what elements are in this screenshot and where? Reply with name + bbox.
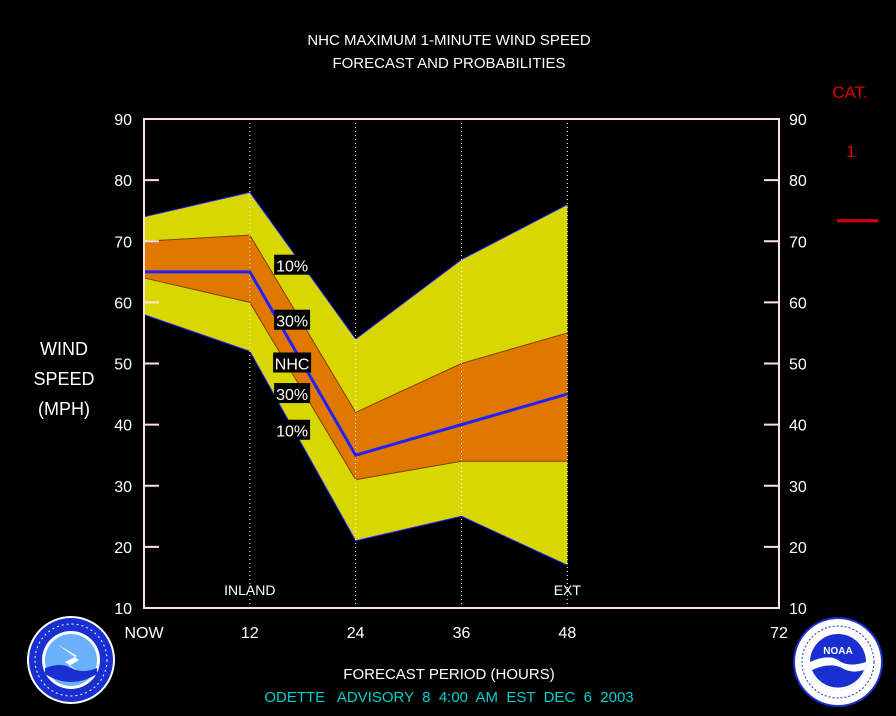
y-tick-label-right-20: 20 — [789, 540, 807, 557]
category-value: 1 — [846, 142, 855, 161]
nhc-forecast-line — [144, 270, 568, 457]
y-tick-label-right-50: 50 — [789, 357, 807, 374]
y-axis-right-ticks: 10 20 30 40 50 60 70 80 90 — [764, 112, 807, 618]
band-label-bg-4 — [274, 419, 311, 440]
x-tick-label-12: 12 — [241, 625, 259, 642]
category-title: CAT. — [832, 83, 868, 102]
probability-bands — [143, 191, 568, 566]
y-tick-label-right-80: 80 — [789, 173, 807, 190]
x-axis-label: FORECAST PERIOD (HOURS) — [343, 666, 554, 683]
nhc-series-line — [144, 270, 568, 457]
vertical-markers: INLAND EXT — [224, 119, 581, 608]
y-tick-label-left-20: 20 — [114, 540, 132, 557]
band-label-0: 10% — [276, 259, 308, 276]
band-label-bg-3 — [274, 383, 311, 404]
y-axis-label: WIND SPEED (MPH) — [33, 339, 94, 419]
marker-label-inland: INLAND — [224, 582, 275, 598]
noaa-logo-text: NOAA — [823, 646, 852, 657]
x-tick-label-72: 72 — [770, 625, 788, 642]
x-tick-label-48: 48 — [558, 625, 576, 642]
noaa-logo: NOAA — [793, 617, 883, 707]
band-label-2: NHC — [275, 357, 310, 374]
y-tick-label-left-40: 40 — [114, 418, 132, 435]
y-axis-label-line-1: WIND — [40, 339, 88, 359]
x-tick-label-24: 24 — [347, 625, 365, 642]
y-tick-label-right-10: 10 — [789, 601, 807, 618]
y-tick-label-right-40: 40 — [789, 418, 807, 435]
band-label-bg-1 — [274, 309, 311, 330]
series-line-30-upper — [143, 234, 568, 414]
band-label-4: 10% — [276, 424, 308, 441]
chart-title: NHC MAXIMUM 1-MINUTE WIND SPEED — [307, 32, 591, 49]
x-tick-label-now: NOW — [124, 625, 164, 642]
y-tick-label-left-90: 90 — [114, 112, 132, 129]
band-label-3: 30% — [276, 387, 308, 404]
marker-label-ext: EXT — [554, 582, 582, 598]
y-tick-label-left-70: 70 — [114, 234, 132, 251]
band-label-bg-2 — [273, 352, 312, 373]
y-tick-label-right-30: 30 — [789, 479, 807, 496]
band-labels: 10% 30% NHC 30% 10% — [273, 254, 312, 441]
y-axis-left-ticks: 10 20 30 40 50 60 70 80 90 — [114, 112, 159, 618]
lightning-icon — [57, 644, 85, 676]
y-tick-label-left-80: 80 — [114, 173, 132, 190]
band-label-1: 30% — [276, 314, 308, 331]
category-legend: CAT. 1 — [832, 83, 878, 223]
y-tick-label-right-90: 90 — [789, 112, 807, 129]
advisory-footer: ODETTE ADVISORY 8 4:00 AM EST DEC 6 2003 — [264, 689, 633, 706]
y-tick-label-right-60: 60 — [789, 295, 807, 312]
inner-probability-band — [144, 235, 568, 480]
band-label-bg-0 — [274, 254, 311, 275]
y-tick-label-left-50: 50 — [114, 357, 132, 374]
y-tick-label-left-10: 10 — [114, 601, 132, 618]
y-tick-label-right-70: 70 — [789, 234, 807, 251]
x-tick-label-36: 36 — [453, 625, 471, 642]
chart-subtitle: FORECAST AND PROBABILITIES — [332, 55, 565, 72]
y-axis-label-line-2: SPEED — [33, 369, 94, 389]
y-tick-label-left-30: 30 — [114, 479, 132, 496]
y-axis-label-line-3: (MPH) — [38, 399, 90, 419]
series-line-10-lower — [143, 314, 568, 566]
y-tick-label-left-60: 60 — [114, 295, 132, 312]
nws-logo — [27, 616, 115, 704]
x-axis-ticks: NOW 12 24 36 48 72 — [124, 625, 788, 642]
